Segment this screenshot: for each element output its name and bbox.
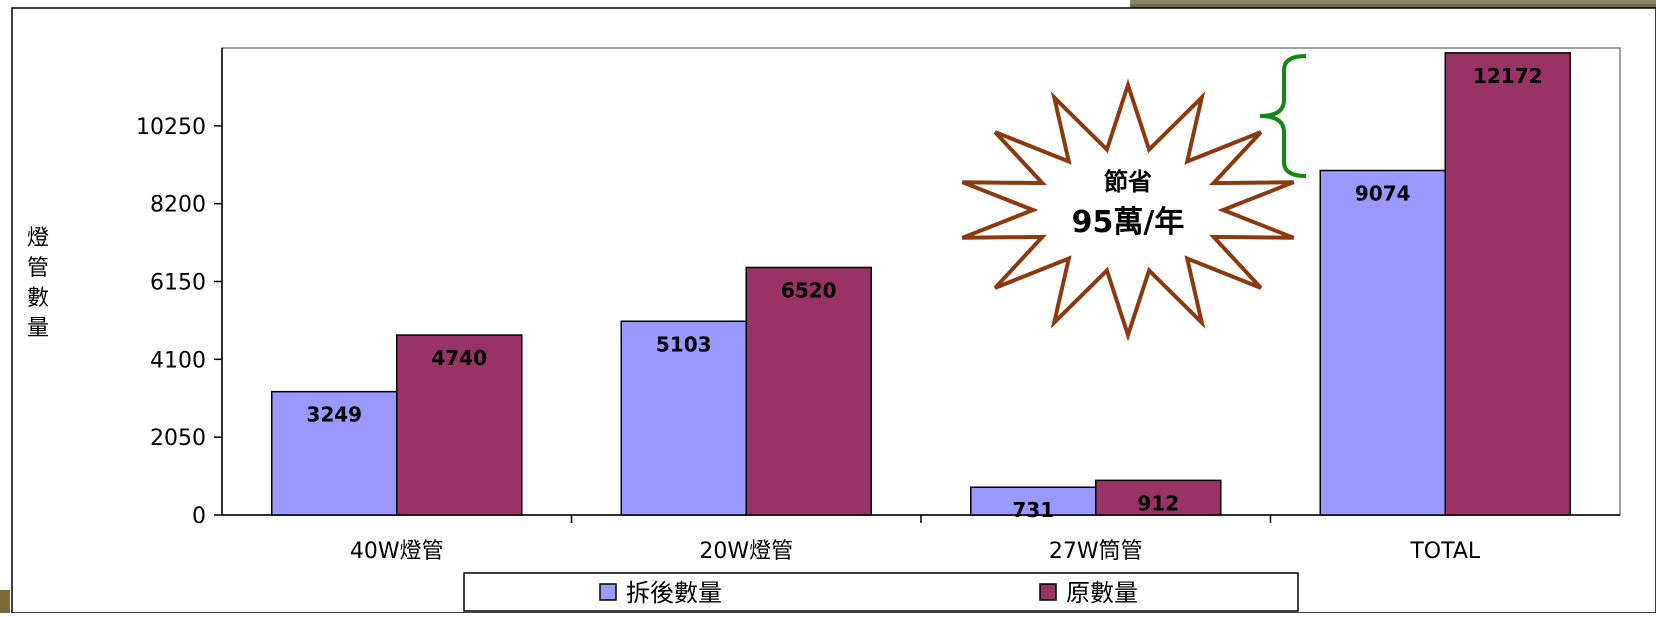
data-label: 912	[1137, 491, 1179, 515]
x-tick-label: 27W筒管	[1049, 539, 1143, 564]
data-label: 9074	[1355, 181, 1411, 205]
data-label: 12172	[1473, 64, 1543, 88]
photo-strip-decoration	[1130, 0, 1656, 10]
legend-label: 拆後數量	[626, 579, 722, 607]
bar	[970, 486, 1097, 516]
savings-brace	[1259, 54, 1307, 178]
bar	[620, 320, 747, 516]
y-tick-label: 8200	[150, 193, 206, 218]
legend-swatch	[1039, 583, 1057, 601]
savings-starburst: 節省 95萬/年	[961, 78, 1295, 342]
data-label: 6520	[781, 278, 837, 302]
bars	[271, 52, 1571, 516]
legend-swatch	[599, 583, 617, 601]
x-tick-label: TOTAL	[1409, 539, 1481, 564]
data-label: 4740	[431, 346, 487, 370]
y-axis-label-char: 燈	[27, 226, 49, 251]
y-axis-label-char: 量	[27, 316, 49, 341]
y-tick-label: 2050	[150, 426, 206, 451]
y-tick-label: 4100	[150, 348, 206, 373]
legend-box	[463, 572, 1299, 612]
starburst-line1: 節省	[1104, 168, 1152, 196]
y-axis-label-char: 數	[27, 286, 49, 311]
y-tick-label: 0	[192, 504, 206, 529]
starburst-shape	[961, 78, 1295, 342]
data-label: 3249	[306, 403, 362, 427]
y-tick-label: 10250	[136, 115, 206, 140]
data-label: 5103	[656, 332, 712, 356]
left-edge-decoration	[0, 590, 10, 613]
bar	[396, 334, 523, 516]
y-tick-label: 6150	[150, 271, 206, 296]
data-label: 731	[1012, 498, 1054, 522]
y-axis-label-char: 管	[27, 256, 49, 281]
bar	[1319, 169, 1446, 516]
x-tick-label: 20W燈管	[699, 539, 793, 564]
bar	[745, 266, 872, 516]
bar	[1444, 52, 1571, 516]
bar	[1095, 479, 1222, 516]
bar	[271, 390, 398, 516]
legend-label: 原數量	[1066, 579, 1138, 607]
legend: 拆後數量 原數量	[463, 572, 1299, 612]
x-tick-label: 40W燈管	[350, 539, 444, 564]
starburst-line2: 95萬/年	[1072, 205, 1185, 240]
data-labels: 3249 4740 5103 6520 731 912 9074 12172	[306, 64, 1542, 522]
